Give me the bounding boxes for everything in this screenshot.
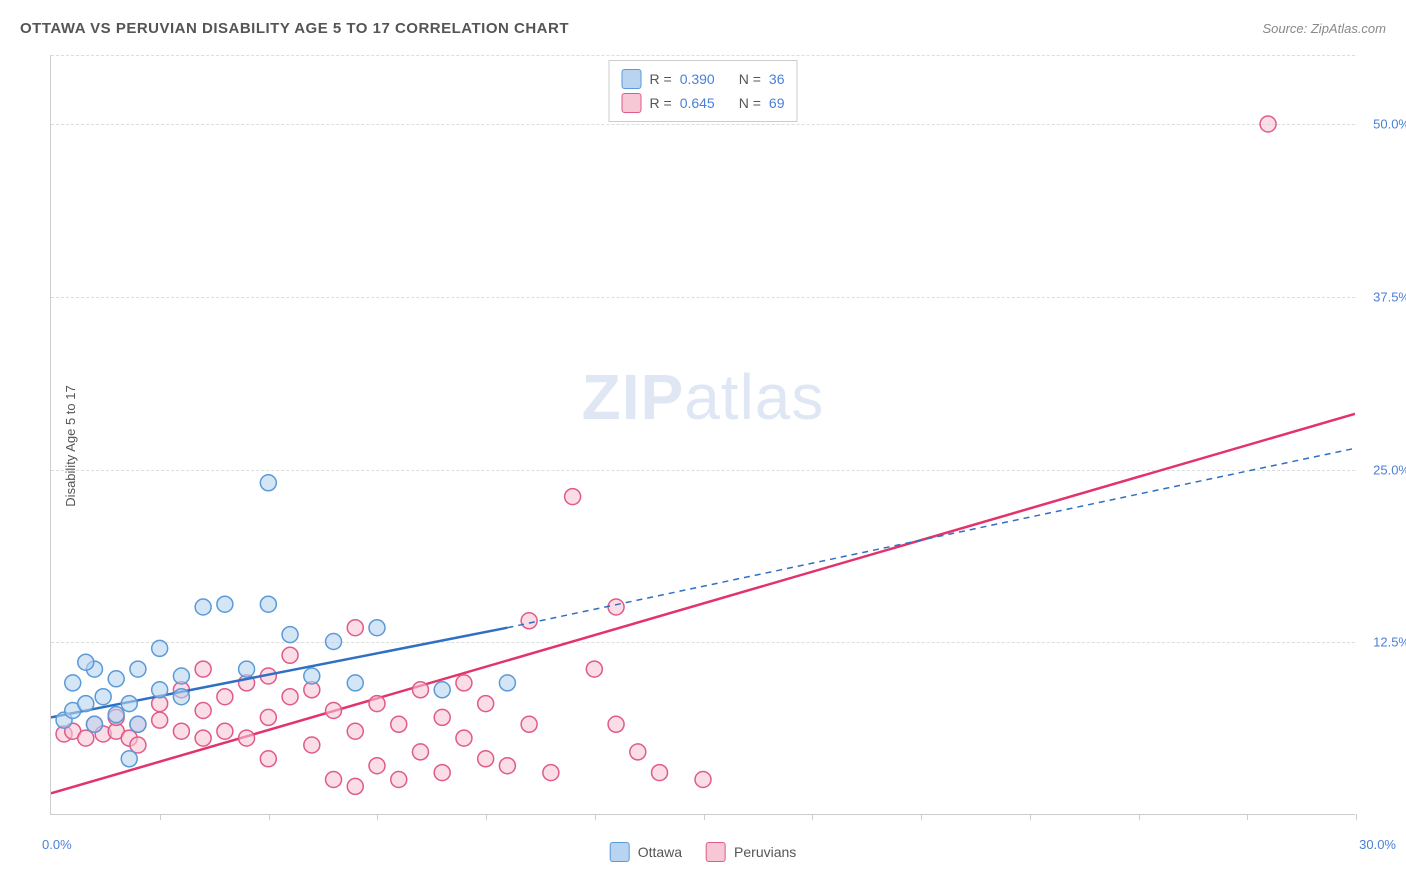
peruvians-swatch-icon: [622, 93, 642, 113]
legend-row-ottawa: R = 0.390 N = 36: [622, 67, 785, 91]
x-min-label: 0.0%: [42, 837, 72, 852]
chart-header: OTTAWA VS PERUVIAN DISABILITY AGE 5 TO 1…: [20, 20, 1386, 37]
n-prefix: N =: [739, 71, 761, 87]
peruvians-swatch-icon: [706, 842, 726, 862]
x-tick: [1247, 814, 1248, 820]
peruvians-label: Peruvians: [734, 844, 796, 860]
peruvians-r-value: 0.645: [680, 95, 715, 111]
source-attribution: Source: ZipAtlas.com: [1262, 21, 1386, 36]
chart-title: OTTAWA VS PERUVIAN DISABILITY AGE 5 TO 1…: [20, 20, 569, 37]
x-tick: [704, 814, 705, 820]
chart-svg: [51, 55, 1355, 814]
y-tick-label: 37.5%: [1360, 289, 1406, 304]
ottawa-swatch-icon: [622, 69, 642, 89]
ottawa-label: Ottawa: [638, 844, 682, 860]
y-tick-label: 12.5%: [1360, 635, 1406, 650]
x-tick: [269, 814, 270, 820]
plot-area: ZIPatlas 12.5%25.0%37.5%50.0%: [50, 55, 1355, 815]
legend-row-peruvians: R = 0.645 N = 69: [622, 91, 785, 115]
x-tick: [921, 814, 922, 820]
ottawa-swatch-icon: [610, 842, 630, 862]
x-tick: [486, 814, 487, 820]
x-tick: [1139, 814, 1140, 820]
y-tick-label: 50.0%: [1360, 117, 1406, 132]
n-prefix: N =: [739, 95, 761, 111]
r-prefix: R =: [650, 95, 672, 111]
x-tick: [1356, 814, 1357, 820]
ottawa-r-value: 0.390: [680, 71, 715, 87]
peruvians-n-value: 69: [769, 95, 785, 111]
ottawa-n-value: 36: [769, 71, 785, 87]
x-tick: [377, 814, 378, 820]
correlation-legend: R = 0.390 N = 36 R = 0.645 N = 69: [609, 60, 798, 122]
y-tick-label: 25.0%: [1360, 462, 1406, 477]
x-tick: [1030, 814, 1031, 820]
x-tick: [160, 814, 161, 820]
x-tick: [595, 814, 596, 820]
x-tick: [812, 814, 813, 820]
legend-item-ottawa: Ottawa: [610, 842, 682, 862]
source-name: ZipAtlas.com: [1311, 21, 1386, 36]
series-legend: Ottawa Peruvians: [610, 842, 797, 862]
source-prefix: Source:: [1262, 21, 1310, 36]
x-max-label: 30.0%: [1359, 837, 1396, 852]
r-prefix: R =: [650, 71, 672, 87]
legend-item-peruvians: Peruvians: [706, 842, 796, 862]
